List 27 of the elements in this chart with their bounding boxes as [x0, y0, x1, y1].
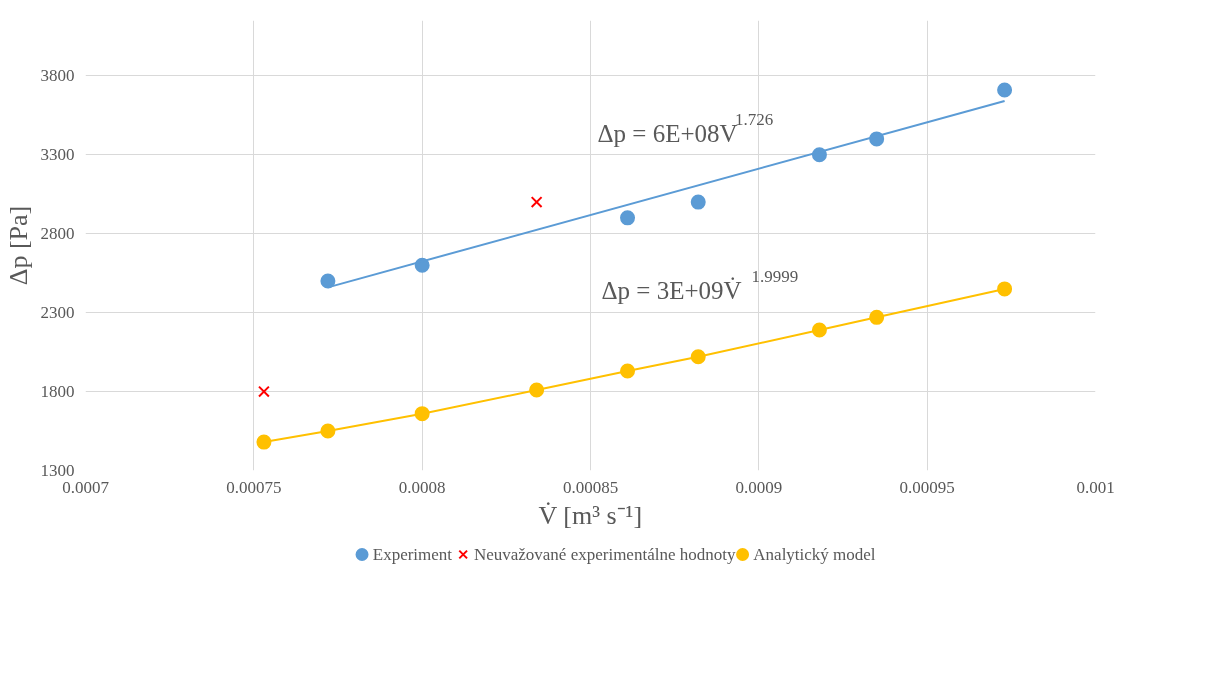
legend-label: Experiment	[372, 545, 453, 564]
y-tick-label: 3300	[40, 145, 75, 165]
point	[257, 385, 270, 398]
y-tick-label: 1800	[40, 382, 75, 402]
x-tick-label: 0.001	[1076, 477, 1115, 497]
y-tick-label: 2300	[40, 303, 75, 323]
point	[320, 273, 336, 289]
point	[690, 194, 706, 210]
point	[620, 210, 636, 226]
x-tick-label: 0.0007	[62, 477, 110, 497]
y-tick-label: 1300	[40, 461, 75, 480]
y-tick-label: 3800	[40, 66, 75, 86]
legend-label: Neuvažované experimentálne hodnoty	[473, 545, 736, 564]
point	[997, 82, 1013, 98]
x-tick-label: 0.00095	[899, 477, 955, 497]
x-tick-label: 0.00075	[226, 477, 282, 497]
x-tick-label: 0.0009	[735, 477, 783, 497]
point	[997, 281, 1013, 297]
y-axis-title: Δp [Pa]	[3, 205, 33, 286]
x-tick-label: 0.00085	[562, 477, 619, 497]
annotation: Δp = 3E+09V̇1.9999	[601, 267, 799, 304]
point	[530, 196, 543, 209]
legend-label: Analytický model	[753, 545, 876, 564]
point	[256, 434, 272, 450]
y-tick-label: 2800	[40, 224, 75, 244]
x-tick-label: 0.0008	[398, 477, 446, 497]
x-axis-title: V̇ [m³ s⁻¹]	[538, 500, 643, 530]
